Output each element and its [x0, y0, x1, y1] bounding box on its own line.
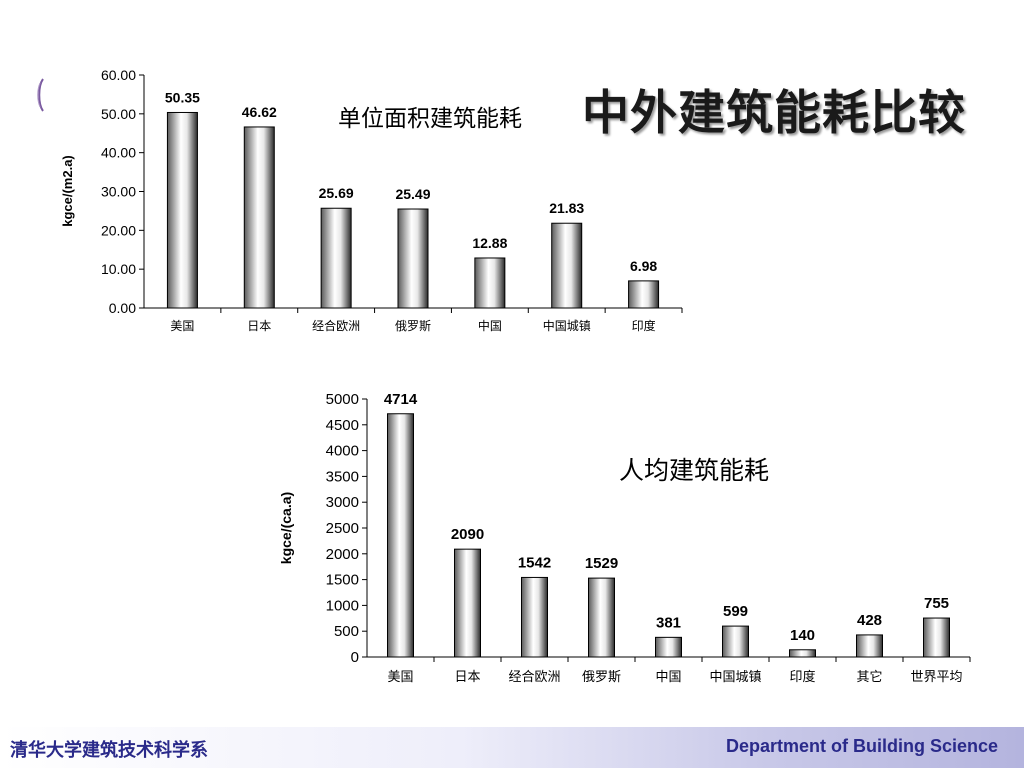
x-tick-label: 日本	[454, 670, 480, 685]
y-tick-label: 4500	[326, 417, 359, 434]
y-tick-label: 3000	[326, 494, 359, 511]
bar	[454, 548, 481, 658]
y-tick-label: 500	[334, 623, 359, 640]
y-tick-label: 60.00	[101, 67, 136, 83]
data-label: 1529	[585, 555, 618, 572]
x-tick-label: 印度	[789, 669, 815, 685]
y-tick-label: 0.00	[109, 300, 136, 316]
y-tick-label: 50.00	[101, 106, 136, 122]
data-label: 4714	[384, 391, 418, 408]
logo-swirl-icon	[37, 78, 44, 112]
data-label: 25.69	[319, 185, 354, 201]
x-tick-label: 中国城镇	[543, 318, 591, 333]
x-tick-label: 中国	[655, 670, 681, 685]
bar	[166, 111, 198, 309]
data-label: 428	[857, 612, 882, 629]
data-label: 21.83	[549, 200, 584, 216]
bar	[387, 413, 414, 658]
x-tick-label: 经合欧洲	[508, 670, 560, 685]
data-label: 2090	[451, 526, 484, 543]
y-tick-label: 40.00	[101, 145, 136, 161]
bar	[243, 126, 275, 309]
data-label: 6.98	[630, 258, 657, 274]
bar	[588, 577, 615, 658]
y-axis-label: kgce/(m2.a)	[60, 155, 75, 227]
x-tick-label: 印度	[632, 318, 656, 333]
y-tick-label: 0	[351, 649, 359, 666]
bar	[551, 222, 583, 309]
x-tick-label: 其它	[856, 669, 882, 685]
bar	[923, 617, 950, 658]
y-tick-label: 1500	[326, 572, 359, 589]
y-tick-label: 1000	[326, 597, 359, 614]
x-tick-label: 日本	[247, 319, 271, 333]
bar	[789, 649, 816, 658]
data-label: 599	[723, 603, 748, 620]
x-tick-label: 中国	[478, 318, 502, 333]
footer-bar: 清华大学建筑技术科学系 Department of Building Scien…	[0, 727, 1024, 768]
bar	[474, 257, 506, 309]
data-label: 381	[656, 614, 681, 631]
data-label: 50.35	[165, 89, 200, 105]
bar	[397, 208, 429, 309]
y-axis-label: kgce/(ca.a)	[278, 492, 294, 564]
x-tick-label: 中国城镇	[709, 670, 761, 685]
data-label: 140	[790, 627, 815, 644]
slide-title: 中外建筑能耗比较	[582, 86, 966, 141]
data-label: 755	[924, 595, 949, 612]
x-tick-label: 美国	[387, 670, 413, 685]
chart-title: 单位面积建筑能耗	[338, 106, 522, 132]
footer-department: Department of Building Science	[725, 736, 998, 756]
footer-institution: 清华大学建筑技术科学系	[10, 740, 208, 761]
data-label: 25.49	[395, 186, 430, 202]
y-tick-label: 20.00	[101, 222, 136, 238]
x-tick-label: 世界平均	[910, 670, 962, 685]
bar	[320, 207, 352, 309]
y-tick-label: 2500	[326, 520, 359, 537]
data-label: 46.62	[242, 104, 277, 120]
y-tick-label: 30.00	[101, 184, 136, 200]
x-tick-label: 经合欧洲	[312, 318, 360, 333]
chart-title: 人均建筑能耗	[619, 456, 769, 485]
y-tick-label: 2000	[326, 546, 359, 563]
bar	[655, 636, 682, 658]
y-tick-label: 5000	[326, 391, 359, 408]
y-tick-label: 10.00	[101, 261, 136, 277]
x-tick-label: 美国	[170, 319, 194, 333]
data-label: 1542	[518, 554, 551, 571]
bar	[722, 625, 749, 658]
bar	[521, 576, 548, 658]
data-label: 12.88	[472, 235, 507, 251]
y-tick-label: 4000	[326, 443, 359, 460]
x-tick-label: 俄罗斯	[395, 319, 431, 333]
y-tick-label: 3500	[326, 468, 359, 485]
x-tick-label: 俄罗斯	[582, 670, 621, 685]
bar	[856, 634, 883, 658]
bar	[628, 280, 660, 309]
